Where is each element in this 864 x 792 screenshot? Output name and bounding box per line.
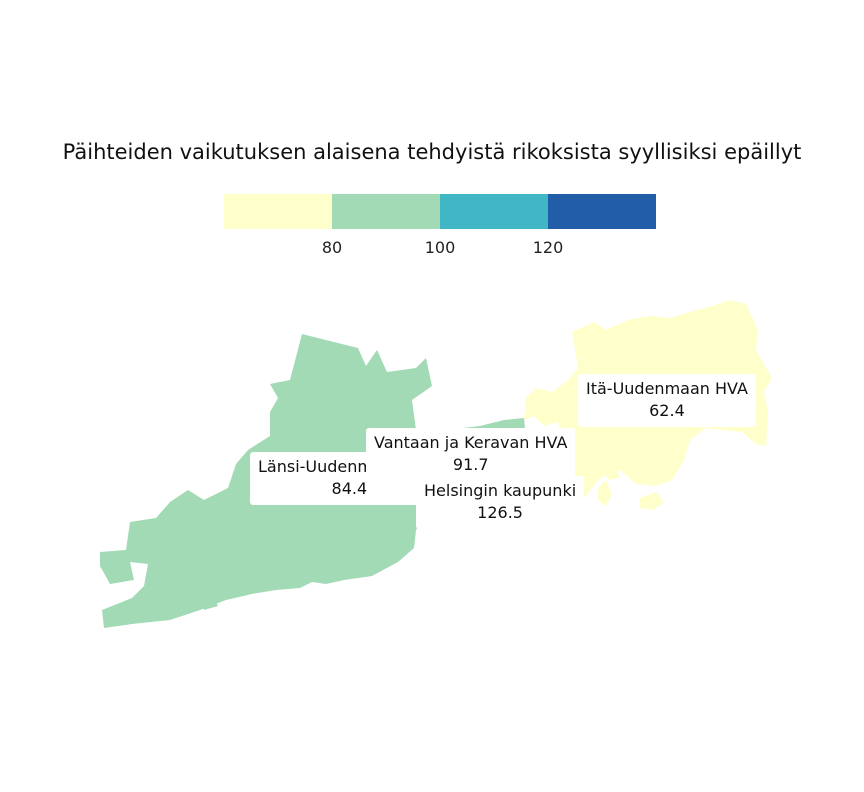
legend-swatch-3 [440, 194, 548, 229]
label-vantaa-kerava: Vantaan ja Keravan HVA 91.7 [366, 428, 576, 481]
label-ita-uusimaa-name: Itä-Uudenmaan HVA [586, 379, 748, 398]
label-vantaa-kerava-name: Vantaan ja Keravan HVA [374, 433, 568, 452]
legend-swatch-2 [332, 194, 440, 229]
legend-tick-100: 100 [424, 238, 456, 257]
label-vantaa-kerava-value: 91.7 [452, 455, 489, 474]
map-title: Päihteiden vaikutuksen alaisena tehdyist… [62, 140, 802, 164]
legend-swatch-1 [224, 194, 332, 229]
legend-tick-120: 120 [532, 238, 564, 257]
legend-swatch-4 [548, 194, 656, 229]
label-ita-uusimaa-value: 62.4 [649, 401, 685, 420]
label-helsinki-value: 126.5 [477, 503, 523, 522]
label-helsinki: Helsingin kaupunki 126.5 [416, 476, 585, 529]
label-ita-uusimaa: Itä-Uudenmaan HVA 62.4 [578, 374, 756, 427]
color-legend [224, 194, 656, 229]
legend-tick-80: 80 [321, 238, 343, 257]
label-lansi-uusimaa-value: 84.4 [331, 479, 368, 498]
label-helsinki-name: Helsingin kaupunki [424, 481, 577, 500]
